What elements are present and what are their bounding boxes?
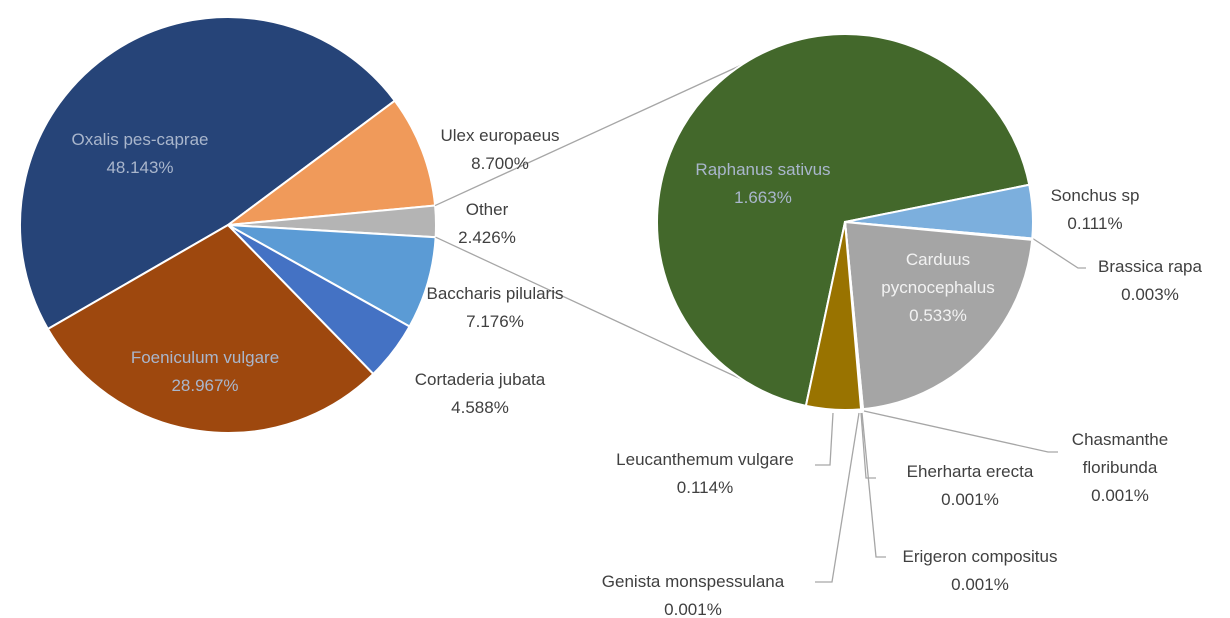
label-name: Cortaderia jubata bbox=[414, 370, 546, 389]
label-name: Oxalis pes-caprae bbox=[71, 130, 209, 149]
label-name: Raphanus sativus bbox=[695, 160, 831, 179]
label-value: 0.001% bbox=[941, 490, 999, 509]
data-label: Raphanus sativus 1.663% bbox=[663, 156, 863, 212]
data-label: Chasmanthe floribunda 0.001% bbox=[1065, 426, 1175, 510]
data-label: Eherharta erecta 0.001% bbox=[880, 458, 1060, 514]
label-value: 8.700% bbox=[471, 154, 529, 173]
leader-line bbox=[861, 412, 886, 558]
label-value: 0.533% bbox=[909, 306, 967, 325]
label-value: 48.143% bbox=[106, 158, 174, 177]
data-label: Cortaderia jubata 4.588% bbox=[380, 366, 580, 422]
label-name: Foeniculum vulgare bbox=[130, 348, 280, 367]
label-value: 28.967% bbox=[171, 376, 239, 395]
label-value: 4.588% bbox=[451, 398, 509, 417]
label-value: 0.114% bbox=[676, 478, 734, 497]
pie-slice bbox=[19, 16, 397, 331]
label-name: Ulex europaeus bbox=[440, 126, 560, 145]
leader-line bbox=[863, 410, 1058, 453]
leader-line bbox=[1031, 237, 1086, 269]
label-value: 0.001% bbox=[664, 600, 722, 618]
pie-slice bbox=[224, 99, 437, 227]
label-name: Brassica rapa bbox=[1098, 257, 1202, 276]
label-value: 0.001% bbox=[1091, 486, 1149, 505]
label-name: Baccharis pilularis bbox=[426, 284, 564, 303]
leader-line bbox=[815, 412, 834, 466]
label-value: 2.426% bbox=[458, 228, 516, 247]
label-value: 0.003% bbox=[1121, 285, 1179, 304]
label-name: Genista monspessulana bbox=[601, 572, 785, 591]
pie-slice bbox=[843, 220, 1034, 411]
label-name: Erigeron compositus bbox=[902, 547, 1058, 566]
label-value: 0.001% bbox=[951, 575, 1009, 594]
data-label: Carduus pycnocephalus 0.533% bbox=[873, 246, 1003, 330]
label-name: Leucanthemum vulgare bbox=[616, 450, 794, 469]
pie-slice bbox=[656, 33, 1031, 408]
data-label: Other 2.426% bbox=[427, 196, 547, 252]
label-value: 7.176% bbox=[466, 312, 524, 331]
data-label: Erigeron compositus 0.001% bbox=[880, 543, 1080, 599]
pie-slice bbox=[804, 221, 863, 411]
pie-slice bbox=[46, 223, 375, 434]
leader-line bbox=[815, 412, 860, 583]
connector-line bbox=[435, 236, 744, 381]
data-label: Brassica rapa 0.003% bbox=[1085, 253, 1215, 309]
label-value: 0.111% bbox=[1067, 214, 1123, 233]
data-label: Genista monspessulana 0.001% bbox=[573, 568, 813, 618]
label-name: Eherharta erecta bbox=[906, 462, 1034, 481]
data-label: Baccharis pilularis 7.176% bbox=[395, 280, 595, 336]
label-name: Sonchus sp bbox=[1050, 186, 1140, 205]
data-label: Oxalis pes-caprae 48.143% bbox=[40, 126, 240, 182]
data-label: Foeniculum vulgare 28.967% bbox=[95, 344, 315, 400]
label-name: Chasmanthe floribunda bbox=[1071, 430, 1169, 477]
connector-line bbox=[434, 64, 743, 207]
label-name: Other bbox=[465, 200, 509, 219]
data-label: Leucanthemum vulgare 0.114% bbox=[585, 446, 825, 502]
data-label: Sonchus sp 0.111% bbox=[1030, 182, 1160, 238]
label-value: 1.663% bbox=[734, 188, 792, 207]
leader-lines bbox=[815, 237, 1086, 583]
label-name: Carduus pycnocephalus bbox=[881, 250, 995, 297]
leader-line bbox=[860, 412, 876, 479]
data-label: Ulex europaeus 8.700% bbox=[400, 122, 600, 178]
